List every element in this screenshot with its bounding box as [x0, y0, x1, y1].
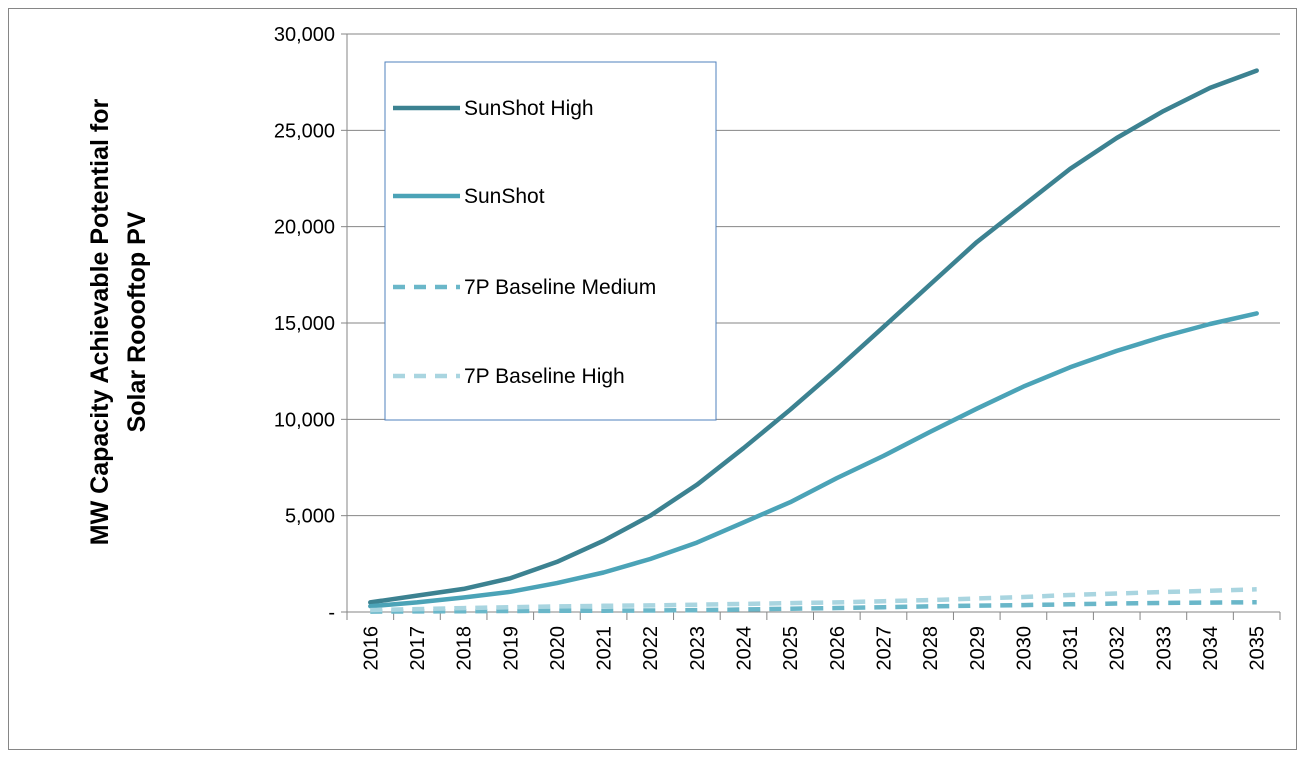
y-tick-label: 15,000 [274, 313, 335, 335]
series-line-7p-baseline-medium [370, 599, 1257, 614]
y-axis-label-line1: MW Capacity Achievable Potential for [86, 99, 114, 546]
x-tick-label: 2034 [1200, 626, 1222, 671]
y-axis-label-line2: Solar Roooftop PV [123, 211, 151, 432]
x-tick-label: 2018 [454, 626, 476, 671]
x-tick-label: 2025 [780, 626, 802, 671]
legend: SunShot High SunShot 7P Baseline Medium 7P … [384, 61, 717, 421]
x-tick-label: 2029 [967, 626, 989, 671]
x-tick-label: 2020 [547, 626, 569, 671]
x-tick-label: 2027 [873, 626, 895, 671]
x-tick-label: 2026 [827, 626, 849, 671]
x-tick-label: 2023 [687, 626, 709, 671]
y-tick-label: - [328, 602, 335, 624]
x-tick-label: 2024 [734, 626, 756, 671]
legend-label: 7P Baseline High [464, 365, 625, 388]
x-tick-label: 2019 [500, 626, 522, 671]
series-line-sunshot [368, 311, 1259, 609]
y-tick-label: 10,000 [274, 409, 335, 431]
x-tick-label: 2028 [920, 626, 942, 671]
series-line-7p-baseline-high [370, 587, 1257, 613]
x-tick-label: 2031 [1060, 626, 1082, 671]
y-tick-label: 20,000 [274, 217, 335, 239]
x-tick-label: 2022 [640, 626, 662, 671]
legend-label: SunShot High [464, 97, 594, 120]
legend-label: 7P Baseline Medium [464, 276, 656, 299]
y-tick-label: 30,000 [274, 24, 335, 46]
x-axis: 2016 2017 2018 2019 2020 2021 2022 2023 2024 2025… [346, 612, 1281, 671]
x-tick-label: 2033 [1153, 626, 1175, 671]
x-tick-label: 2030 [1013, 626, 1035, 671]
legend-box [384, 61, 717, 421]
series-lines [368, 68, 1259, 614]
x-tick-label: 2016 [360, 626, 382, 671]
x-tick-label: 2017 [407, 626, 429, 671]
legend-label: SunShot [464, 185, 545, 208]
y-tick-label: 25,000 [274, 120, 335, 142]
y-axis: - 5,000 10,000 15,000 20,000 25,000 30,000 [274, 24, 347, 624]
y-tick-label: 5,000 [285, 506, 335, 528]
x-tick-label: 2032 [1107, 626, 1129, 671]
series-line-sunshot-high [368, 68, 1259, 605]
x-tick-label: 2035 [1247, 626, 1269, 671]
x-tick-label: 2021 [594, 626, 616, 671]
